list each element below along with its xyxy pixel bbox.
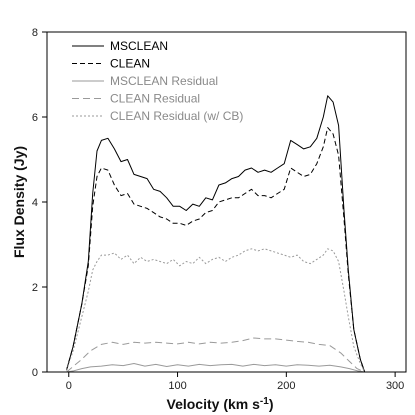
x-axis-title: Velocity (km s-1) (167, 396, 274, 412)
series-line-1 (66, 95, 366, 373)
x-tick-label: 0 (66, 380, 72, 392)
legend-label: CLEAN Residual (w/ CB) (110, 109, 243, 123)
y-tick-label: 0 (32, 367, 38, 379)
y-axis-title: Flux Density (Jy) (11, 146, 27, 258)
x-tick-label: 300 (386, 380, 404, 392)
series-line-4 (66, 337, 365, 373)
x-axis: 0 100 200 300 (66, 372, 404, 392)
legend-label: MSCLEAN (110, 39, 168, 53)
legend-label: CLEAN (110, 57, 150, 71)
y-tick-label: 4 (32, 197, 38, 209)
legend-label: MSCLEAN Residual (110, 74, 218, 88)
y-tick-label: 8 (32, 27, 38, 39)
legend-label: CLEAN Residual (110, 92, 200, 106)
series-line-2 (66, 127, 366, 373)
y-axis: 0 2 4 6 8 (32, 27, 47, 379)
y-tick-label: 2 (32, 282, 38, 294)
y-tick-label: 6 (32, 112, 38, 124)
x-tick-label: 100 (168, 380, 186, 392)
x-tick-label: 200 (277, 380, 295, 392)
series-layer (66, 95, 366, 373)
series-line-5 (66, 248, 366, 373)
legend: MSCLEAN CLEAN MSCLEAN Residual CLEAN Residu… (72, 39, 243, 123)
series-line-3 (66, 363, 365, 373)
